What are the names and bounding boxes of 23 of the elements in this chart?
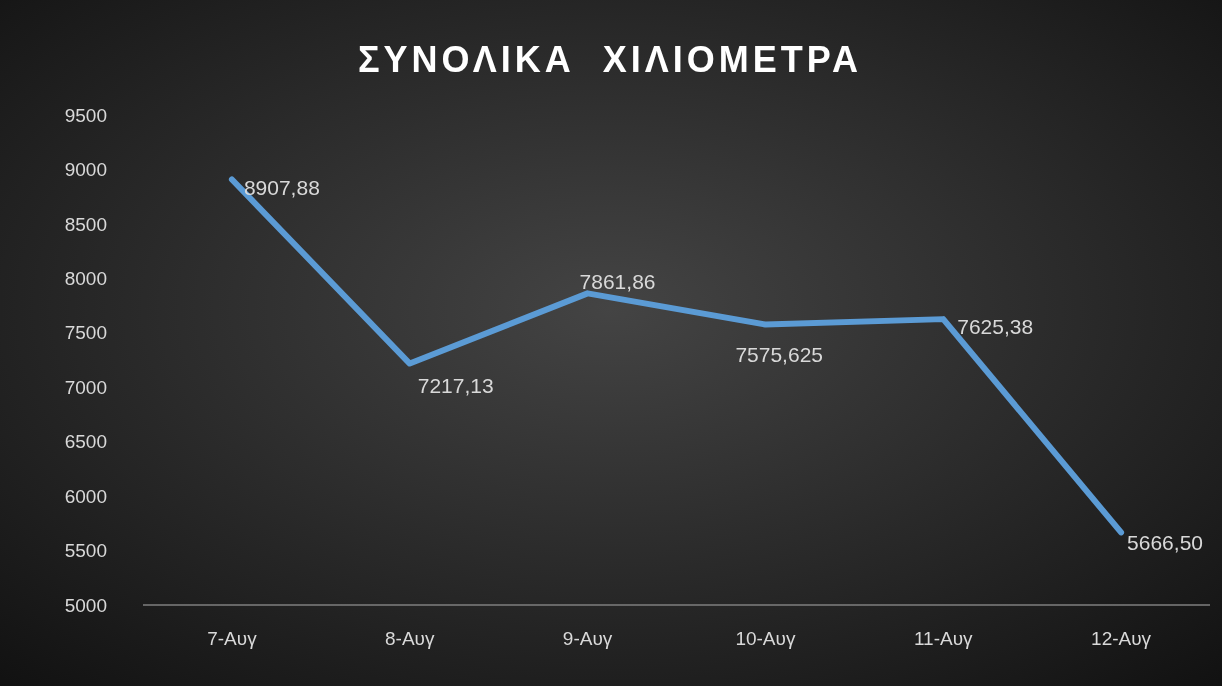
text: 7575,625 (735, 342, 824, 366)
y-tick-label: 8500 (64, 213, 107, 235)
y-tick-label: 6000 (64, 485, 107, 507)
x-tick-label: 9-Αυγ (562, 628, 613, 649)
y-tick-label: 9000 (64, 159, 107, 181)
chart-title: ΣΥΝΟΛΙΚΑ ΧΙΛΙΟΜΕΤΡΑ (357, 39, 863, 80)
y-tick-label: 8000 (64, 267, 107, 289)
y-tick-label: 7000 (64, 376, 107, 398)
text: 7217,13 (417, 373, 494, 397)
x-tick-label: 12-Αυγ (1091, 628, 1152, 649)
text: 7861,86 (579, 269, 656, 293)
y-tick-label: 9500 (64, 104, 107, 126)
text: 8907,88 (243, 175, 320, 199)
y-tick-label: 5500 (64, 540, 107, 562)
text: 5666,50 (1127, 530, 1204, 554)
y-tick-label: 5000 (64, 594, 107, 616)
y-tick-label: 6500 (64, 431, 107, 453)
text: 7625,38 (957, 315, 1034, 339)
x-tick-label: 11-Αυγ (913, 628, 974, 649)
x-tick-label: 10-Αυγ (735, 628, 796, 649)
y-tick-label: 7500 (64, 322, 107, 344)
x-tick-label: 7-Αυγ (207, 628, 258, 649)
x-tick-label: 8-Αυγ (385, 628, 435, 649)
